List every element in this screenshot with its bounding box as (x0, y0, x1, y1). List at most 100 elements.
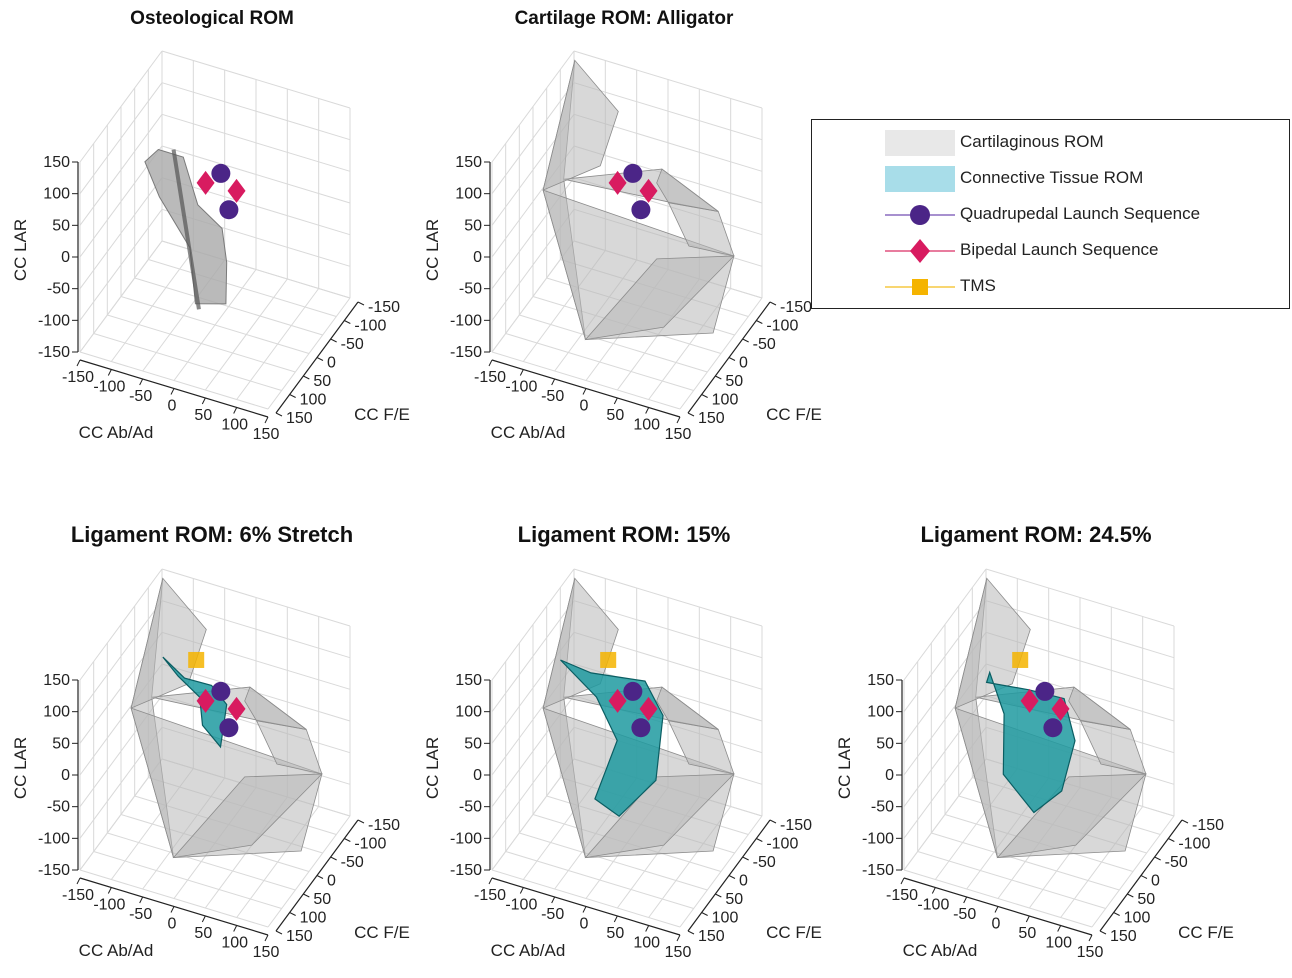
y-tick-mark (715, 375, 722, 380)
z-axis-label: CC LAR (11, 737, 30, 799)
y-tick-label: -100 (1178, 836, 1210, 853)
y-tick-mark (1154, 856, 1161, 861)
connective-tissue-rom-surface (162, 656, 228, 749)
gridline (491, 600, 575, 712)
x-axis-label: CC Ab/Ad (903, 941, 978, 960)
bipedal-marker (227, 178, 246, 203)
z-axis-label: CC LAR (835, 737, 854, 799)
gridline (148, 259, 337, 317)
markers (600, 651, 658, 738)
gridline (236, 288, 320, 400)
x-tick-label: 0 (168, 916, 177, 933)
x-tick-label: 50 (194, 925, 212, 942)
x-tick-mark (994, 906, 999, 913)
bipedal-marker (608, 170, 627, 195)
chart-svg: Ligament ROM: 24.5%150100500-50-100-150-… (835, 522, 1234, 961)
x-tick-label: -100 (93, 379, 125, 396)
x-axis-label: CC Ab/Ad (491, 423, 566, 442)
z-tick-label: -150 (450, 344, 482, 361)
y-tick-mark (701, 912, 708, 916)
x-tick-mark (582, 388, 587, 395)
x-tick-label: -100 (917, 897, 949, 914)
gridline (161, 50, 351, 109)
x-tick-mark (107, 369, 112, 376)
chart-panel: Ligament ROM: 15% 150 100 50 0 -50 -100 -150 -15… (412, 518, 832, 978)
cartilage-rom-surface (584, 773, 735, 859)
x-tick-mark (931, 887, 936, 894)
gridline (573, 82, 763, 141)
x-tick-label: 50 (606, 925, 624, 942)
gridline (903, 568, 987, 681)
y-tick-label: -50 (341, 336, 364, 353)
cartilage-rom-surface (172, 773, 323, 859)
z-tick-label: 150 (43, 154, 70, 171)
grid (79, 50, 351, 410)
quadrupedal-marker (631, 718, 651, 738)
x-tick-mark (201, 915, 206, 923)
gridline (491, 82, 575, 194)
x-tick-mark (233, 407, 238, 414)
chart-title: Ligament ROM: 24.5% (920, 522, 1151, 547)
y-tick-mark (289, 912, 296, 916)
chart-panel: Osteological ROM 150 100 50 0 -50 -100 -150 -150… (0, 0, 420, 460)
z-axis-label: CC LAR (423, 219, 442, 281)
x-tick-label: -150 (62, 887, 94, 904)
x-tick-label: -100 (505, 379, 537, 396)
y-tick-mark (303, 893, 310, 898)
legend-swatch-cartilaginous (885, 130, 955, 156)
cartilage-rom-surface (584, 255, 735, 341)
cartilage-rom-surface (542, 59, 619, 191)
y-tick-label: -100 (766, 318, 798, 335)
y-tick-label: 50 (725, 373, 743, 390)
z-tick-label: 0 (473, 767, 482, 784)
gridline (79, 568, 163, 681)
chart-title: Cartilage ROM: Alligator (515, 8, 734, 29)
legend-label-tms: TMS (960, 276, 996, 295)
y-tick-label: 0 (1151, 873, 1160, 890)
x-tick-label: 0 (580, 398, 589, 415)
y-tick-label: -100 (354, 318, 386, 335)
legend-item-quadrupedal: Quadrupedal Launch Sequence (812, 200, 1289, 230)
z-tick-label: 0 (61, 249, 70, 266)
markers (196, 163, 246, 220)
y-tick-label: 150 (286, 928, 313, 945)
y-tick-mark (1127, 893, 1134, 898)
z-tick-label: -50 (871, 799, 894, 816)
z-tick-label: 50 (52, 735, 70, 752)
x-axis-label: CC Ab/Ad (79, 423, 154, 442)
x-tick-label: -50 (129, 388, 152, 405)
gridline (79, 50, 163, 163)
y-tick-mark (316, 875, 324, 879)
x-tick-label: 50 (194, 407, 212, 424)
legend-label-connective: Connective Tissue ROM (960, 168, 1144, 187)
y-tick-mark (715, 893, 722, 898)
y-tick-mark (742, 338, 749, 343)
z-tick-label: -50 (47, 281, 70, 298)
legend-label-cartilaginous: Cartilaginous ROM (960, 132, 1104, 151)
x-tick-mark (170, 906, 175, 913)
legend-item-cartilaginous: Cartilaginous ROM (812, 128, 1289, 158)
y-tick-mark (344, 320, 351, 324)
x-tick-mark (201, 397, 206, 405)
z-tick-label: -100 (450, 830, 482, 847)
bipedal-marker (196, 688, 215, 713)
x-tick-mark (488, 877, 493, 885)
y-tick-mark (1113, 912, 1120, 916)
x-tick-label: -100 (93, 897, 125, 914)
x-tick-label: 100 (633, 417, 660, 434)
y-tick-label: 100 (300, 910, 327, 927)
legend: Cartilaginous ROM Connective Tissue ROM … (811, 119, 1290, 309)
x-tick-label: 0 (992, 916, 1001, 933)
y-tick-mark (701, 394, 708, 398)
x-tick-mark (139, 896, 144, 904)
gridline (161, 568, 351, 627)
y-axis-label: CC F/E (354, 405, 410, 424)
y-tick-mark (303, 375, 310, 380)
y-tick-label: -150 (1192, 817, 1224, 834)
y-tick-mark (289, 394, 296, 398)
quadrupedal-marker (631, 200, 651, 220)
x-tick-label: -50 (541, 388, 564, 405)
z-tick-label: 50 (464, 217, 482, 234)
x-tick-label: 150 (665, 944, 692, 961)
y-axis-label: CC F/E (1178, 923, 1234, 942)
